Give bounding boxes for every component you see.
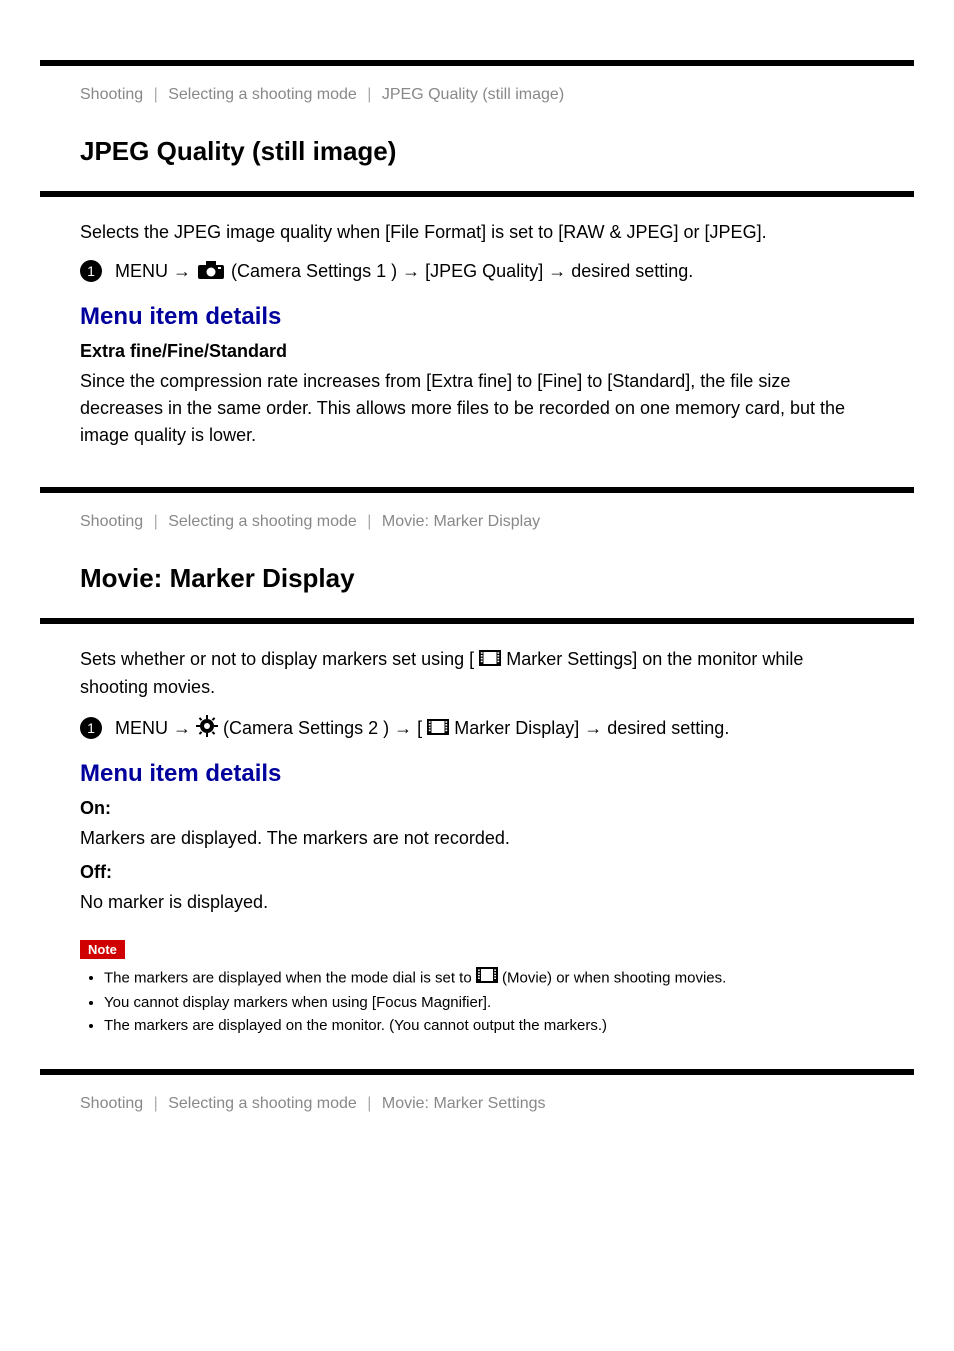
instr-cam-label: (Camera Settings 1 xyxy=(231,261,386,281)
step-number: 1 xyxy=(80,717,102,739)
section2-content: Sets whether or not to display markers s… xyxy=(40,624,914,1069)
breadcrumb-3: Shooting | Selecting a shooting mode | M… xyxy=(40,1069,914,1133)
options-body: Since the compression rate increases fro… xyxy=(80,368,874,449)
intro-text: Selects the JPEG image quality when [Fil… xyxy=(80,219,874,246)
instr-item2: Marker Display] xyxy=(454,718,584,738)
instr-mid: ) xyxy=(383,718,394,738)
on-body: Markers are displayed. The markers are n… xyxy=(80,825,874,852)
intro-text-2: Sets whether or not to display markers s… xyxy=(80,646,874,701)
instruction-line-2: 1 MENU → (Camera Settings 2 ) → [ Marker… xyxy=(80,715,874,742)
instruction-text: MENU → (Camera Settings 1 ) → [JPEG Qual… xyxy=(115,261,693,281)
breadcrumb-1: Shooting | Selecting a shooting mode | J… xyxy=(40,60,914,124)
on-label: On: xyxy=(80,798,874,819)
section1-content: Selects the JPEG image quality when [Fil… xyxy=(40,197,914,487)
breadcrumb-sep: | xyxy=(154,86,163,103)
breadcrumb-sep: | xyxy=(367,513,376,530)
instr-pre: MENU xyxy=(115,261,173,281)
page: Shooting | Selecting a shooting mode | J… xyxy=(0,0,954,1163)
breadcrumb-piece: Movie: Marker Settings xyxy=(382,1095,546,1112)
breadcrumb-sep: | xyxy=(367,86,376,103)
instr-item: [ xyxy=(417,718,422,738)
note1-pre: The markers are displayed when the mode … xyxy=(104,969,476,986)
instruction-line-1: 1 MENU → (Camera Settings 1 ) → [JPEG Qu… xyxy=(80,260,874,285)
section-title-row-2: Movie: Marker Display xyxy=(40,551,914,624)
menu-item-details-heading: Menu item details xyxy=(80,303,874,331)
breadcrumb-piece: JPEG Quality (still image) xyxy=(382,86,564,103)
arrow: → xyxy=(394,718,412,738)
breadcrumb-piece: Shooting xyxy=(80,86,143,103)
breadcrumb-piece: Selecting a shooting mode xyxy=(168,1095,357,1112)
instr-pre: MENU xyxy=(115,718,173,738)
step-number: 1 xyxy=(80,260,102,282)
section-title: JPEG Quality (still image) xyxy=(80,136,874,167)
note1-post: (Movie) or when shooting movies. xyxy=(502,969,726,986)
menu-item-details-heading: Menu item details xyxy=(80,760,874,788)
instr-gear-label: (Camera Settings 2 xyxy=(223,718,378,738)
movie-mode-icon xyxy=(476,967,498,990)
gear-icon xyxy=(196,715,218,742)
instr-item: [JPEG Quality] xyxy=(425,261,548,281)
instr-post: desired setting. xyxy=(571,261,693,281)
breadcrumb-sep: | xyxy=(154,1095,163,1112)
breadcrumb-piece: Shooting xyxy=(80,1095,143,1112)
section-title: Movie: Marker Display xyxy=(80,563,874,594)
breadcrumb-piece: Movie: Marker Display xyxy=(382,513,540,530)
arrow: → xyxy=(173,718,191,738)
breadcrumb-piece: Selecting a shooting mode xyxy=(168,86,357,103)
note-item: The markers are displayed on the monitor… xyxy=(104,1015,874,1037)
notes-list: The markers are displayed when the mode … xyxy=(80,967,874,1037)
movie-icon xyxy=(479,647,501,674)
arrow: → xyxy=(584,718,602,738)
movie-icon xyxy=(427,719,449,740)
instr-post: desired setting. xyxy=(607,718,729,738)
instr-mid: ) xyxy=(391,261,402,281)
arrow: → xyxy=(548,261,566,281)
breadcrumb-piece: Selecting a shooting mode xyxy=(168,513,357,530)
off-body: No marker is displayed. xyxy=(80,889,874,916)
camera-icon xyxy=(196,260,226,285)
options-heading: Extra fine/Fine/Standard xyxy=(80,341,874,362)
note-item: The markers are displayed when the mode … xyxy=(104,967,874,990)
arrow: → xyxy=(402,261,420,281)
arrow: → xyxy=(173,261,191,281)
note-badge: Note xyxy=(80,940,125,959)
section-title-row-1: JPEG Quality (still image) xyxy=(40,124,914,197)
intro-pre: Sets whether or not to display markers s… xyxy=(80,649,474,669)
instruction-text: MENU → (Camera Settings 2 ) → [ Marker D… xyxy=(115,718,729,738)
breadcrumb-sep: | xyxy=(367,1095,376,1112)
breadcrumb-2: Shooting | Selecting a shooting mode | M… xyxy=(40,487,914,551)
breadcrumb-piece: Shooting xyxy=(80,513,143,530)
off-label: Off: xyxy=(80,862,874,883)
note-item: You cannot display markers when using [F… xyxy=(104,992,874,1014)
breadcrumb-sep: | xyxy=(154,513,163,530)
